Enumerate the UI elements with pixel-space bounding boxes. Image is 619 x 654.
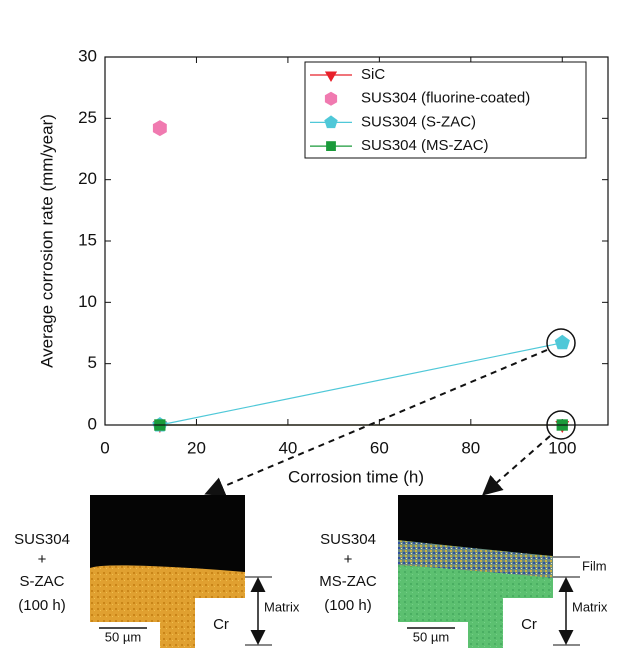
y-axis-label: Average corrosion rate (mm/year) — [37, 114, 56, 368]
inset-label: + — [344, 551, 353, 568]
legend: SiC SUS304 (fluorine-coated) SUS304 (S-ZAC… — [310, 66, 530, 154]
legend-label: SUS304 (fluorine-coated) — [361, 90, 530, 107]
y-tick-label: 10 — [78, 292, 97, 311]
inset-label: + — [38, 551, 47, 568]
x-tick-label: 100 — [548, 438, 576, 457]
legend-label: SUS304 (S-ZAC) — [361, 113, 476, 130]
x-tick-label: 60 — [370, 438, 389, 457]
inset-image — [90, 495, 245, 648]
legend-marker — [324, 115, 338, 129]
y-tick-label: 20 — [78, 169, 97, 188]
axes-frame — [104, 56, 609, 426]
layer-label: Matrix — [572, 599, 608, 614]
x-axis-label: Corrosion time (h) — [288, 467, 424, 486]
data-point — [152, 120, 167, 137]
inset-label: SUS304 — [320, 531, 376, 548]
pointer-arrow — [481, 435, 551, 496]
element-label: Cr — [213, 616, 229, 633]
legend-marker — [324, 71, 338, 82]
inset-label: MS-ZAC — [319, 573, 377, 590]
x-tick-label: 40 — [278, 438, 297, 457]
legend-label: SUS304 (MS-ZAC) — [361, 137, 489, 154]
layer-label: Matrix — [264, 599, 300, 614]
series-line — [159, 342, 563, 426]
y-tick-label: 5 — [88, 353, 97, 372]
x-tick-label: 80 — [461, 438, 480, 457]
highlight-circle — [546, 410, 576, 440]
y-tick-label: 15 — [78, 230, 97, 249]
highlight-circle — [546, 328, 576, 358]
x-tick-label: 20 — [187, 438, 206, 457]
legend-box — [304, 61, 587, 159]
legend-marker — [324, 91, 338, 106]
legend-label: SiC — [361, 66, 385, 83]
x-tick-label: 0 — [100, 438, 109, 457]
data-point — [554, 334, 570, 350]
legend-marker — [326, 141, 336, 151]
inset-label: S-ZAC — [20, 573, 65, 590]
inset-label: (100 h) — [18, 597, 66, 614]
y-tick-label: 0 — [88, 414, 97, 433]
element-label: Cr — [521, 616, 537, 633]
layer-label: Film — [582, 558, 607, 573]
y-tick-label: 25 — [78, 108, 97, 127]
inset-label: SUS304 — [14, 531, 70, 548]
inset-label: (100 h) — [324, 597, 372, 614]
y-tick-label: 30 — [78, 46, 97, 65]
scale-bar-label: 50 µm — [413, 629, 449, 644]
inset-image — [398, 495, 553, 648]
scale-bar-label: 50 µm — [105, 629, 141, 644]
